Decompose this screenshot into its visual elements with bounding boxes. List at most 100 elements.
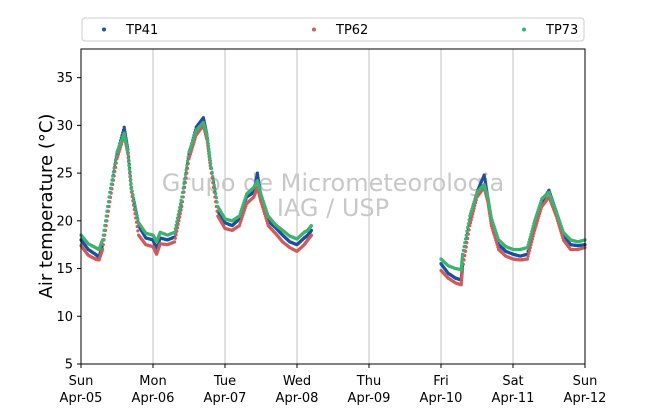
data-point bbox=[183, 177, 187, 181]
legend-item-tp62: TP62 bbox=[312, 23, 368, 38]
data-point bbox=[207, 153, 212, 157]
data-point bbox=[129, 178, 133, 182]
data-point bbox=[465, 229, 469, 233]
x-tick-day: Tue bbox=[213, 374, 236, 389]
data-point bbox=[101, 247, 105, 252]
data-point bbox=[134, 210, 139, 214]
legend-marker bbox=[312, 27, 316, 32]
y-tick-label: 10 bbox=[56, 310, 73, 325]
legend-marker bbox=[102, 27, 106, 32]
data-point bbox=[530, 237, 535, 241]
data-point bbox=[525, 245, 530, 250]
data-point bbox=[176, 213, 180, 217]
data-point bbox=[206, 144, 211, 148]
data-point bbox=[114, 154, 118, 158]
data-point bbox=[255, 171, 259, 175]
y-tick-label: 5 bbox=[65, 358, 73, 373]
x-tick-date: Apr-12 bbox=[564, 391, 607, 406]
x-tick-day: Mon bbox=[139, 374, 166, 389]
data-point bbox=[113, 162, 117, 166]
data-point bbox=[466, 225, 470, 230]
x-tick-date: Apr-09 bbox=[348, 391, 391, 406]
data-point bbox=[112, 166, 116, 170]
data-point bbox=[111, 174, 115, 178]
x-tick-day: Fri bbox=[433, 374, 449, 389]
data-point bbox=[173, 227, 177, 231]
data-point bbox=[526, 254, 530, 258]
x-tick-day: Sun bbox=[573, 374, 598, 389]
vertical-gridlines bbox=[152, 49, 514, 364]
data-point bbox=[131, 192, 135, 197]
data-point bbox=[106, 200, 110, 204]
data-point bbox=[109, 182, 113, 186]
data-point bbox=[103, 223, 107, 228]
data-point bbox=[174, 233, 178, 237]
data-point bbox=[128, 171, 132, 175]
data-point bbox=[215, 209, 219, 213]
legend-label: TP73 bbox=[545, 23, 578, 38]
data-point bbox=[128, 167, 132, 171]
data-point bbox=[209, 166, 213, 170]
x-tick-date: Apr-05 bbox=[60, 391, 103, 406]
data-point bbox=[461, 248, 465, 253]
data-point bbox=[178, 202, 182, 206]
data-point bbox=[130, 189, 134, 193]
data-point bbox=[256, 173, 260, 178]
data-point bbox=[127, 160, 131, 164]
legend: TP41 TP62 TP73 bbox=[81, 17, 585, 42]
data-point bbox=[215, 200, 219, 204]
data-point bbox=[462, 244, 466, 249]
data-point bbox=[527, 251, 531, 255]
data-point bbox=[466, 222, 470, 226]
y-axis-label: Air temperature (°C) bbox=[36, 114, 57, 299]
data-point bbox=[205, 133, 209, 137]
data-point bbox=[135, 224, 139, 229]
data-point bbox=[101, 233, 105, 237]
x-tick-day: Thu bbox=[356, 374, 381, 389]
y-tick-label: 15 bbox=[56, 262, 73, 277]
data-point bbox=[181, 186, 185, 190]
data-point bbox=[185, 159, 190, 163]
data-point bbox=[133, 203, 137, 207]
x-tick-day: Sat bbox=[502, 374, 523, 389]
data-point bbox=[206, 139, 210, 143]
data-point bbox=[178, 205, 182, 210]
data-point bbox=[177, 209, 181, 213]
data-point bbox=[309, 233, 313, 237]
data-point bbox=[107, 195, 111, 199]
data-point bbox=[463, 241, 467, 245]
y-tick-label: 30 bbox=[56, 119, 73, 134]
legend-item-tp41: TP41 bbox=[102, 23, 158, 38]
data-point bbox=[210, 170, 214, 174]
data-point bbox=[136, 217, 140, 221]
data-point bbox=[175, 216, 180, 220]
data-point bbox=[309, 223, 313, 228]
x-tick-date: Apr-07 bbox=[204, 391, 247, 406]
data-point bbox=[205, 136, 209, 140]
data-point bbox=[184, 168, 188, 172]
data-point bbox=[212, 183, 216, 187]
data-point bbox=[111, 170, 115, 174]
data-point bbox=[208, 156, 212, 160]
data-point bbox=[185, 163, 189, 168]
data-point bbox=[214, 196, 218, 200]
data-point bbox=[127, 164, 131, 168]
data-point bbox=[132, 199, 136, 204]
data-point bbox=[532, 231, 536, 235]
data-point bbox=[174, 223, 178, 227]
data-point bbox=[528, 235, 532, 239]
legend-label: TP41 bbox=[125, 23, 158, 38]
y-tick-label: 20 bbox=[56, 214, 73, 229]
data-point bbox=[173, 236, 177, 240]
y-axis: 5 10 15 20 25 30 35 bbox=[56, 71, 81, 373]
data-point bbox=[126, 153, 130, 157]
data-point bbox=[467, 218, 471, 222]
data-point bbox=[527, 248, 532, 253]
watermark-line: IAG / USP bbox=[277, 194, 389, 222]
data-point bbox=[530, 227, 535, 231]
data-point bbox=[182, 181, 186, 186]
y-tick-label: 25 bbox=[56, 167, 73, 182]
data-point bbox=[206, 141, 210, 146]
